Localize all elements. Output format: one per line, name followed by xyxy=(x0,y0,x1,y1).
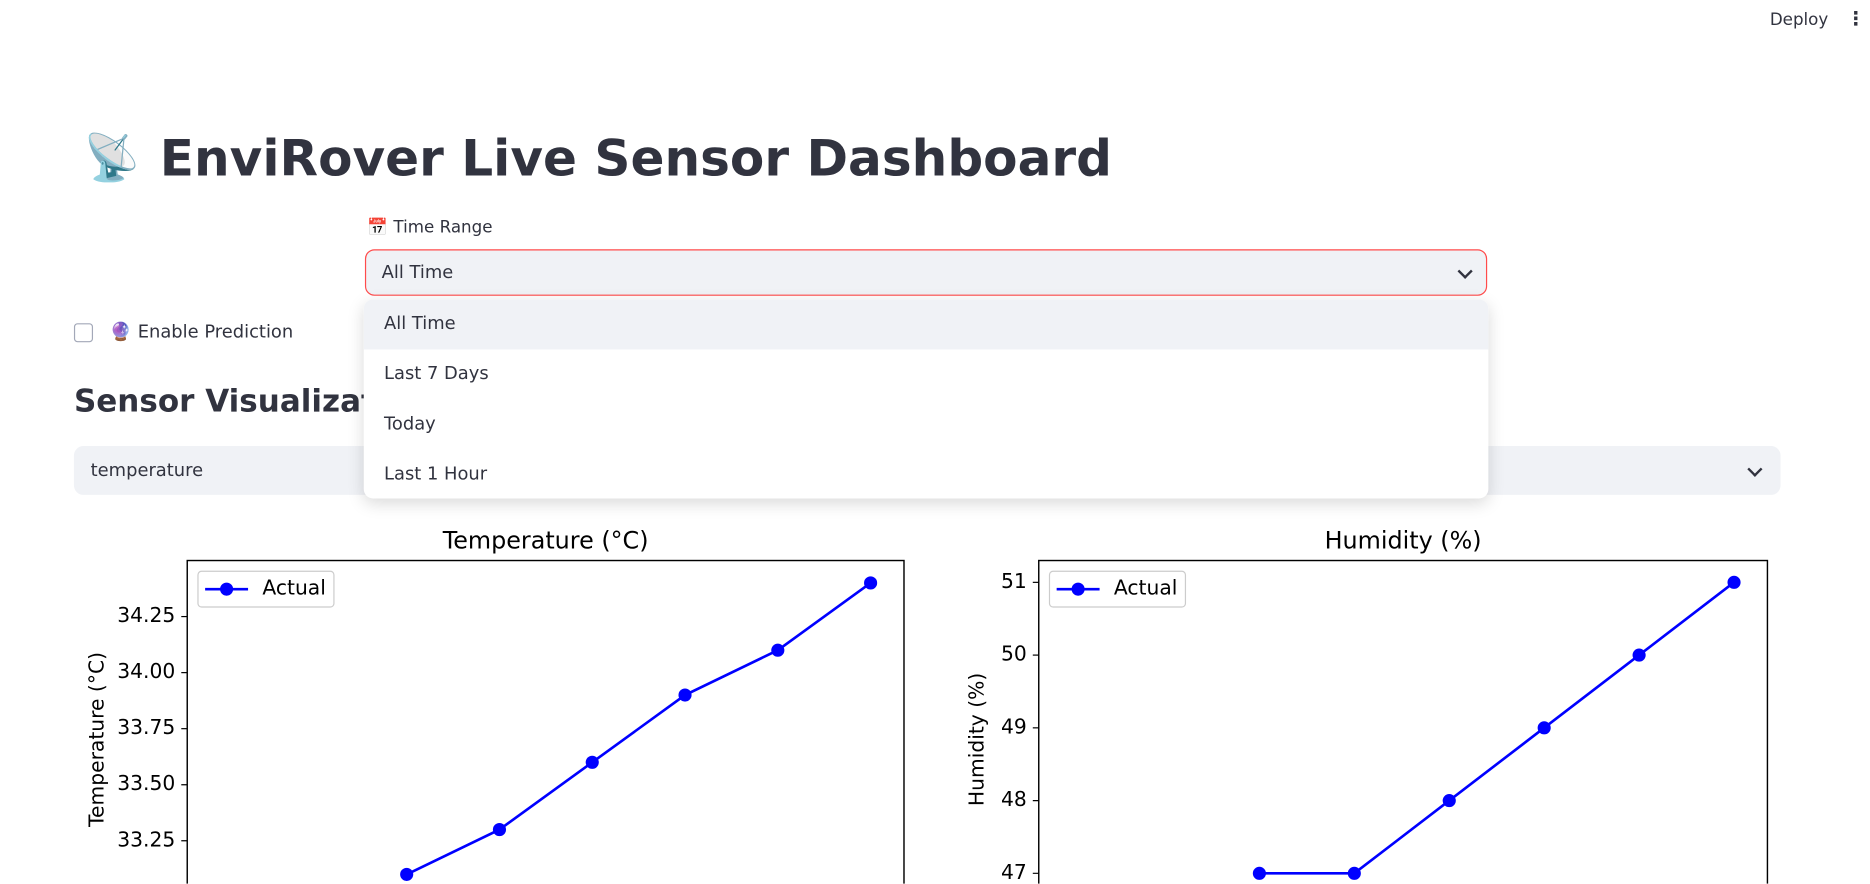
legend-box xyxy=(197,570,335,608)
legend-label: Actual xyxy=(1114,576,1178,600)
y-tick-label: 47 xyxy=(1001,860,1027,884)
legend-box xyxy=(1048,570,1187,608)
time-range-select[interactable]: All Time xyxy=(364,249,1488,296)
data-point xyxy=(492,823,507,837)
y-tick-label: 51 xyxy=(1001,569,1027,593)
icon: 🔮 xyxy=(109,320,133,343)
dropdown-option[interactable]: All Time xyxy=(363,299,1489,350)
y-tick-label: 49 xyxy=(1001,714,1027,738)
dropdown-option[interactable]: Last 7 Days xyxy=(384,362,489,385)
label: Time Range xyxy=(393,218,493,238)
prediction-label: 🔮 Enable Prediction xyxy=(110,321,293,342)
y-tick-label: 34.00 xyxy=(117,659,175,683)
checkbox[interactable] xyxy=(73,323,94,343)
data-point xyxy=(864,576,878,590)
plot-frame xyxy=(1038,559,1769,884)
dropdown-option[interactable]: Last 1 Hour xyxy=(384,462,488,485)
y-axis-label: Humidity (%) xyxy=(964,673,988,806)
data-point xyxy=(1347,866,1361,880)
data-point xyxy=(1537,721,1551,735)
dropdown-option[interactable]: Today xyxy=(384,412,436,435)
icon: 📅 xyxy=(367,218,389,238)
y-tick-label: 34.25 xyxy=(117,603,175,627)
data-point xyxy=(585,755,599,769)
y-tick-label: 48 xyxy=(1001,787,1027,811)
chart-title: Humidity (%) xyxy=(1325,527,1482,555)
data-line xyxy=(1259,581,1735,875)
legend-label: Actual xyxy=(262,576,325,600)
title-icon: 📡 xyxy=(83,131,140,184)
menu-button[interactable]: ⋮ xyxy=(1846,7,1866,30)
y-tick-label: 33.75 xyxy=(117,715,175,739)
chart-title: Temperature (°C) xyxy=(442,527,649,555)
data-point xyxy=(1442,794,1456,808)
selected-value: All Time xyxy=(381,261,454,283)
y-axis-label: Temperature (°C) xyxy=(84,652,108,828)
legend-marker xyxy=(220,582,234,596)
y-tick-label: 33.50 xyxy=(117,771,175,795)
selected-value: temperature xyxy=(90,459,204,481)
data-point xyxy=(1252,866,1266,880)
data-point xyxy=(400,867,414,881)
label: Enable Prediction xyxy=(137,320,294,343)
deploy-button[interactable]: Deploy xyxy=(1769,10,1829,30)
legend-marker xyxy=(1071,582,1085,596)
data-point xyxy=(771,643,785,657)
y-tick-label: 33.25 xyxy=(117,827,175,851)
page-title: EnviRover Live Sensor Dashboard xyxy=(159,128,1112,188)
dropdown-menu: All Time Last 7 Days Today Last 1 Hour xyxy=(363,299,1489,499)
y-tick-label: 50 xyxy=(1001,642,1027,666)
plot-frame xyxy=(186,559,905,884)
time-range-label: 📅 Time Range xyxy=(367,218,492,237)
data-point xyxy=(1632,648,1646,662)
data-point xyxy=(1727,575,1741,589)
data-line xyxy=(406,581,872,876)
data-point xyxy=(678,688,692,702)
